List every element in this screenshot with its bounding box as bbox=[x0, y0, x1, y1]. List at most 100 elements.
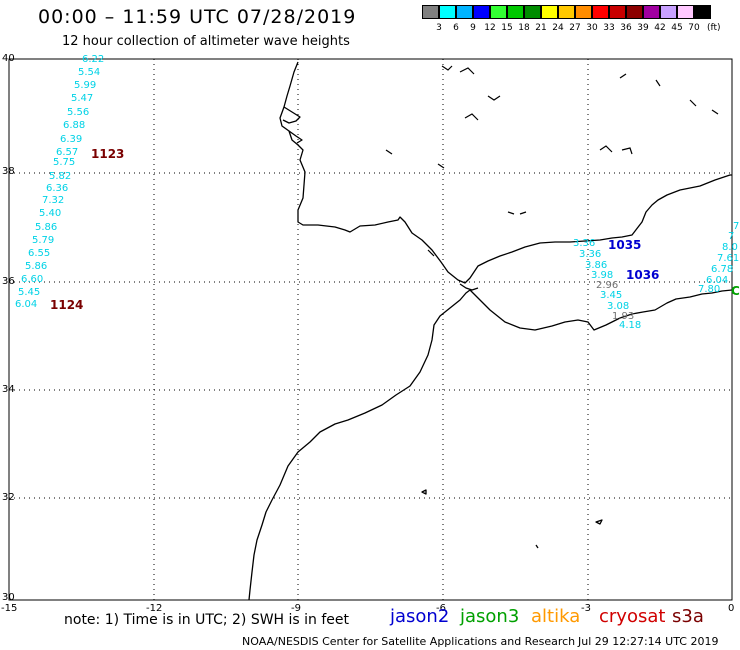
colorbar-label: 42 bbox=[654, 23, 666, 33]
colorbar-swatch bbox=[643, 5, 660, 19]
sat-label-altika: altika bbox=[531, 606, 581, 627]
colorbar-label: 30 bbox=[586, 23, 598, 33]
pass-label-1035: 1035 bbox=[608, 238, 642, 252]
reservoir-11 bbox=[689, 99, 697, 107]
coast-africa bbox=[248, 289, 471, 601]
colorbar-label: 24 bbox=[552, 23, 564, 33]
x-tick-minus12: -12 bbox=[146, 603, 163, 614]
reservoir-2 bbox=[459, 67, 475, 75]
coastlines bbox=[248, 61, 733, 601]
inland-water bbox=[385, 65, 719, 257]
reservoir-8 bbox=[621, 147, 633, 155]
y-tick-32: 32 bbox=[2, 492, 15, 503]
colorbar-swatch bbox=[507, 5, 524, 19]
colorbar-swatch bbox=[609, 5, 626, 19]
sat-label-s3a: s3a bbox=[672, 606, 704, 627]
colorbar-swatch bbox=[456, 5, 473, 19]
coast-islet-2 bbox=[595, 519, 603, 525]
coast-portugal-spain-north bbox=[279, 61, 732, 284]
colorbar-swatch bbox=[473, 5, 490, 19]
wave-height-value: 3.86 bbox=[585, 260, 608, 271]
wave-height-value: 5.47 bbox=[71, 93, 94, 104]
colorbar-label: 6 bbox=[453, 23, 459, 33]
wave-height-value: 6.36 bbox=[46, 183, 69, 194]
wave-height-value: 5.40 bbox=[39, 208, 62, 219]
y-tick-34: 34 bbox=[2, 384, 15, 395]
coast-morocco-north bbox=[469, 289, 733, 331]
x-tick-minus6: -6 bbox=[436, 603, 446, 614]
pass-label-1036: 1036 bbox=[626, 268, 660, 282]
pass-label-1124: 1124 bbox=[50, 298, 84, 312]
track-value-gray-1: 2.96 bbox=[596, 280, 619, 291]
wave-height-value: 8.0 bbox=[722, 242, 738, 253]
wave-height-value: 5.79 bbox=[32, 235, 55, 246]
wave-height-value: 6.39 bbox=[60, 134, 83, 145]
page-title: 00:00 – 11:59 UTC 07/28/2019 bbox=[38, 6, 357, 28]
wave-height-value: 4.18 bbox=[619, 320, 642, 331]
colorbar-label: 45 bbox=[671, 23, 683, 33]
reservoir-10 bbox=[655, 79, 661, 87]
x-tick-0: 0 bbox=[728, 603, 735, 614]
x-tick-minus15: -15 bbox=[1, 603, 18, 614]
x-tick-minus9: -9 bbox=[291, 603, 301, 614]
colorbar-label: 3 bbox=[436, 23, 442, 33]
track-value-edge-1: 7 bbox=[733, 221, 740, 232]
colorbar-label: 12 bbox=[484, 23, 496, 33]
wave-height-value: 5.82 bbox=[49, 171, 72, 182]
wave-height-value: 3.36 bbox=[579, 249, 602, 260]
wave-height-value: 6.78 bbox=[711, 264, 734, 275]
colorbar-swatch bbox=[422, 5, 439, 19]
wave-height-value: 5.99 bbox=[74, 80, 97, 91]
wave-height-value: 3.45 bbox=[600, 290, 623, 301]
map-grid bbox=[9, 59, 732, 600]
wave-height-value: 5.56 bbox=[67, 107, 90, 118]
coast-setubal bbox=[288, 130, 303, 144]
coast-islet-1 bbox=[421, 489, 427, 495]
colorbar-label: 18 bbox=[518, 23, 530, 33]
reservoir-15 bbox=[385, 149, 393, 155]
wave-height-value: 6.22 bbox=[82, 54, 105, 65]
colorbar-label: 70 bbox=[688, 23, 700, 33]
reservoir-5 bbox=[507, 211, 515, 215]
reservoir-1 bbox=[441, 65, 453, 71]
reservoir-6 bbox=[519, 211, 527, 215]
wave-height-value: 6.04 bbox=[706, 275, 729, 286]
wave-height-value: 7.32 bbox=[42, 195, 65, 206]
y-tick-30: 30 bbox=[2, 592, 15, 603]
colorbar-label: 9 bbox=[470, 23, 476, 33]
colorbar-swatch bbox=[677, 5, 694, 19]
colorbar-label: 33 bbox=[603, 23, 615, 33]
reservoir-14 bbox=[427, 249, 435, 257]
sat-label-jason3: jason3 bbox=[460, 606, 520, 627]
colorbar-label: 36 bbox=[620, 23, 632, 33]
wave-height-value: 3.98 bbox=[591, 270, 614, 281]
track-value-edge-2: 7 bbox=[728, 231, 735, 242]
map-frame bbox=[8, 58, 733, 601]
colorbar-swatch bbox=[541, 5, 558, 19]
wave-height-value: 5.86 bbox=[35, 222, 58, 233]
reservoir-13 bbox=[437, 163, 445, 169]
wave-height-value: 6.88 bbox=[63, 120, 86, 131]
colorbar-swatch bbox=[626, 5, 643, 19]
reservoir-4 bbox=[464, 113, 479, 121]
wave-height-value: 3.08 bbox=[607, 301, 630, 312]
track-value-gray-2: 1.93 bbox=[612, 311, 635, 322]
reservoir-9 bbox=[619, 73, 627, 79]
colorbar-swatch bbox=[439, 5, 456, 19]
wave-height-value: 6.04 bbox=[15, 299, 38, 310]
units-note: note: 1) Time is in UTC; 2) SWH is in fe… bbox=[64, 612, 350, 628]
colorbar-swatch bbox=[558, 5, 575, 19]
pass-label-green: C bbox=[731, 284, 740, 298]
colorbar-swatch bbox=[524, 5, 541, 19]
wave-height-value: 7.61 bbox=[717, 253, 740, 264]
reservoir-7 bbox=[599, 145, 613, 153]
coast-islet-3 bbox=[535, 544, 539, 549]
coast-strait bbox=[459, 283, 479, 291]
colorbar-swatch bbox=[490, 5, 507, 19]
colorbar-label: 27 bbox=[569, 23, 581, 33]
colorbar-label: 15 bbox=[501, 23, 513, 33]
colorbar-label: 21 bbox=[535, 23, 547, 33]
x-tick-minus3: -3 bbox=[581, 603, 591, 614]
wave-height-value: 6.57 bbox=[56, 147, 79, 158]
